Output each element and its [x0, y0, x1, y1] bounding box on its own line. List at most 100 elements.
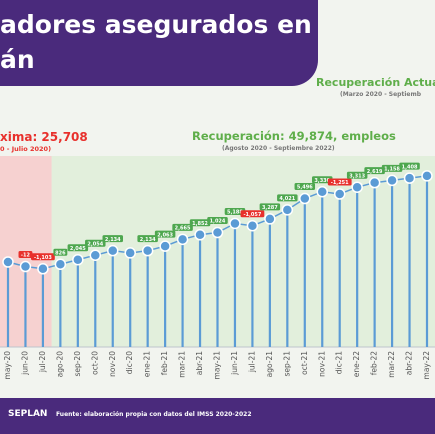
change-label: 3,287: [262, 205, 278, 211]
change-label-box: [277, 194, 298, 202]
data-point: [194, 229, 206, 241]
x-tick-label: dic-20: [125, 351, 134, 374]
data-point: [211, 226, 224, 239]
data-point: [89, 249, 102, 261]
change-label: -1,251: [331, 180, 349, 186]
change-label-box: [240, 210, 265, 218]
data-point: [159, 240, 171, 252]
change-label: 1,024: [210, 219, 226, 225]
change-label-box: [67, 244, 89, 252]
data-point: [333, 188, 346, 200]
change-label: 2,054: [87, 241, 103, 247]
x-tick-label: ago-20: [55, 351, 64, 378]
footer-band: SEPLAN Fuente: elaboración propia con da…: [0, 398, 435, 434]
change-label-box: [312, 176, 333, 184]
change-label: -12: [21, 253, 31, 259]
x-tick-label: nov-20: [108, 351, 117, 377]
x-tick-label: abr-21: [195, 351, 204, 375]
x-tick-label: ene-21: [143, 351, 152, 377]
change-label: 2,665: [175, 226, 191, 232]
data-point: [403, 172, 416, 184]
source-note: Fuente: elaboración propia con datos del…: [56, 411, 252, 418]
data-point: [299, 192, 311, 205]
x-tick-label: jun-21: [230, 351, 239, 376]
data-point: [368, 176, 381, 189]
data-point: [386, 174, 398, 187]
data-point: [229, 217, 241, 230]
data-point: [72, 253, 84, 266]
page-title-line1: adores asegurados en: [0, 10, 312, 39]
change-label: 2,134: [105, 237, 121, 243]
change-label-box: [172, 223, 193, 231]
change-label-box: [53, 248, 68, 256]
x-tick-label: oct-20: [90, 351, 99, 375]
change-label: 2,134: [140, 237, 156, 243]
change-label-box: [154, 230, 176, 238]
recovery-current-title: Recuperación Actua: [316, 76, 435, 89]
change-label-box: [102, 235, 123, 243]
change-label: 2,619: [367, 169, 383, 175]
change-label-box: [189, 219, 211, 227]
recovery-current-subtitle: (Marzo 2020 - Septiemb: [340, 91, 422, 98]
x-tick-label: may-21: [213, 351, 222, 380]
data-point: [124, 247, 136, 259]
data-point: [351, 181, 363, 193]
x-tick-label: may-20: [3, 351, 12, 380]
x-tick-label: oct-21: [300, 351, 309, 375]
change-label: 1,158: [384, 167, 400, 173]
data-point: [281, 204, 294, 216]
change-label-box: [294, 183, 316, 191]
seplan-logo: SEPLAN: [8, 409, 48, 419]
data-point: [246, 219, 259, 232]
x-tick-label: feb-21: [160, 351, 169, 375]
change-label-box: [364, 167, 385, 175]
data-point: [176, 233, 189, 246]
data-point: [141, 244, 154, 257]
change-label: 3,330: [314, 178, 330, 184]
x-tick-label: sep-20: [73, 351, 82, 377]
x-tick-label: may-22: [422, 351, 431, 380]
data-point: [421, 170, 433, 182]
data-point: [54, 258, 67, 271]
x-tick-label: jul-21: [247, 351, 256, 373]
x-tick-label: ago-21: [265, 351, 274, 378]
change-label: -1,103: [34, 255, 52, 261]
x-tick-label: mar-22: [387, 351, 396, 378]
data-point: [264, 213, 276, 225]
change-label-box: [381, 164, 403, 172]
change-label: 2,045: [70, 246, 86, 252]
x-tick-label: dic-21: [335, 351, 344, 374]
change-label: 5,496: [297, 185, 313, 191]
loss-annotation-title: xima: 25,708: [0, 130, 88, 144]
change-label-box: [346, 171, 368, 179]
change-label: 2,063: [157, 232, 173, 238]
x-tick-label: mar-21: [178, 351, 187, 378]
x-tick-label: sep-21: [282, 351, 291, 377]
change-label: 826: [55, 250, 66, 256]
data-point: [107, 244, 119, 257]
change-label-box: [259, 203, 281, 211]
change-label-box: [399, 162, 420, 170]
change-label: 3,313: [349, 173, 365, 179]
loss-annotation-subtitle: 0 - Julio 2020): [0, 145, 52, 153]
change-label-box: [327, 178, 352, 186]
page-title-line2: án: [0, 45, 35, 74]
title-band: adores asegurados en án: [0, 0, 318, 86]
data-point: [19, 260, 32, 273]
change-label: 1,408: [402, 164, 418, 170]
recovery-annotation-title: Recuperación: 49,874, empleos: [192, 129, 396, 143]
change-label-box: [224, 207, 246, 215]
x-tick-label: jul-20: [38, 351, 47, 373]
change-label: 5,188: [227, 210, 243, 216]
change-label-box: [85, 239, 106, 247]
x-tick-label: ene-22: [352, 351, 361, 377]
change-label-box: [18, 251, 33, 259]
change-label-box: [31, 253, 55, 261]
x-tick-label: nov-21: [317, 351, 326, 377]
data-point: [2, 256, 14, 268]
change-label-box: [207, 217, 228, 225]
data-point: [37, 263, 49, 275]
x-tick-label: feb-22: [370, 351, 379, 375]
change-label: 4,021: [279, 196, 295, 202]
